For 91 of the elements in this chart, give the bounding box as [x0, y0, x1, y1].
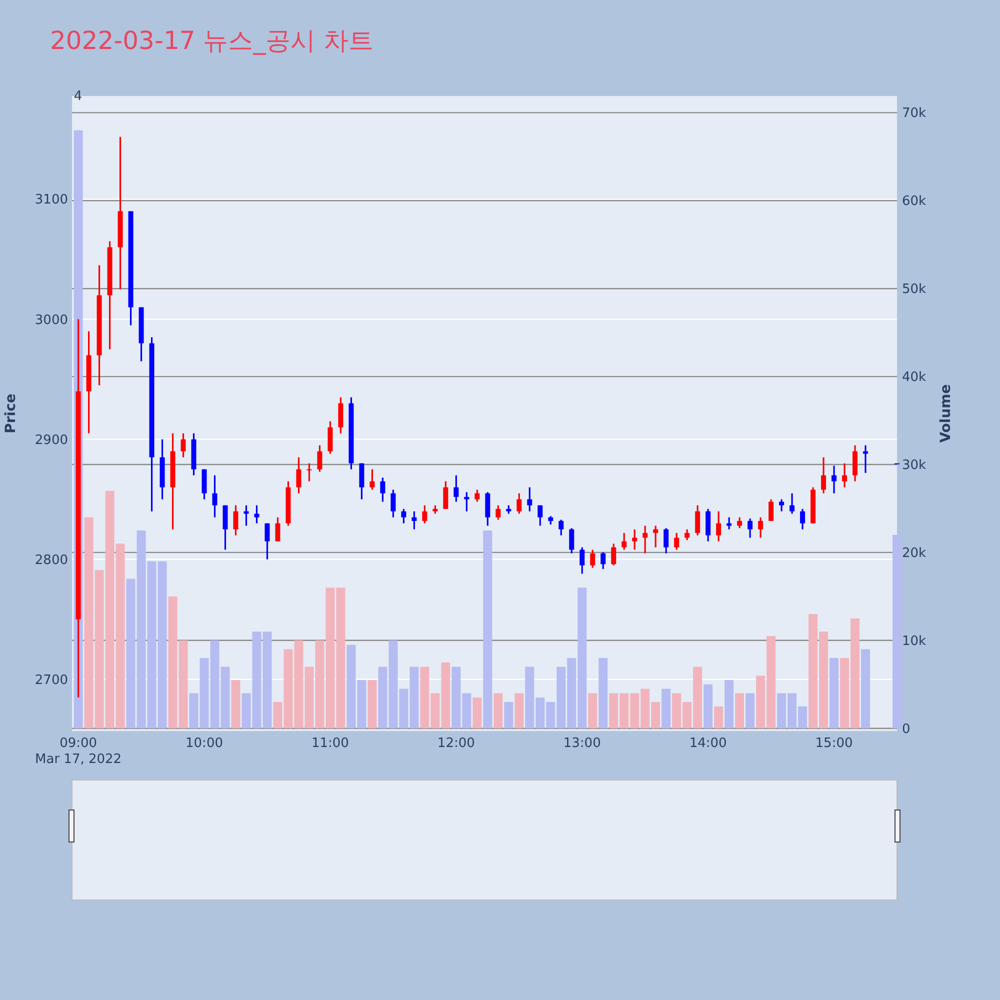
candlestick: [737, 516, 742, 529]
candlestick: [275, 516, 280, 542]
bar: [504, 702, 514, 728]
bar: [483, 530, 492, 728]
bar: [830, 658, 839, 728]
candlestick: [538, 504, 543, 527]
candlestick: [296, 456, 302, 494]
candlestick: [842, 462, 848, 488]
bar: [714, 706, 724, 728]
candlestick: [317, 444, 322, 473]
annotation: 4: [74, 89, 82, 104]
y-tick-label: 2700: [34, 672, 68, 688]
bar: [662, 688, 671, 728]
bar: [735, 693, 744, 728]
candlestick: [642, 524, 648, 554]
candlestick: [748, 518, 753, 539]
bar: [704, 684, 713, 728]
candlestick: [422, 504, 428, 524]
candlestick: [496, 504, 501, 521]
x-tick-label: 12:00: [437, 736, 475, 751]
candlestick: [180, 432, 186, 458]
candlestick: [233, 504, 238, 536]
candlestick: [264, 522, 270, 560]
candlestick: [590, 548, 596, 569]
x-tick-label: 13:00: [563, 736, 601, 751]
candlestick: [412, 510, 417, 530]
bar: [368, 680, 377, 728]
candlestick: [380, 476, 386, 503]
chart-title: 2022-03-17 뉴스_공시 차트: [50, 26, 374, 55]
candlestick: [695, 504, 700, 536]
y2-tick-label: 50k: [902, 282, 927, 298]
bar: [892, 534, 902, 728]
y2-tick-label: 30k: [902, 458, 927, 474]
bar: [861, 649, 870, 728]
bar: [724, 680, 734, 728]
x-tick-label: 15:00: [815, 736, 853, 751]
candlestick: [821, 456, 826, 494]
candlestick: [779, 498, 784, 512]
y2-tick-label: 70k: [902, 106, 927, 122]
bar: [472, 698, 482, 728]
candlestick: [527, 486, 532, 512]
y2-tick-label: 60k: [902, 194, 927, 210]
x-tick-label: 14:00: [689, 736, 727, 751]
candlestick: [600, 551, 606, 570]
y-tick-label: 2800: [34, 552, 68, 568]
text: Mar 17, 2022: [35, 752, 122, 767]
candlestick: [306, 462, 312, 482]
candlestick: [716, 510, 722, 542]
candlestick: [768, 498, 774, 522]
candlestick: [558, 518, 564, 536]
candlestick: [758, 516, 764, 539]
candlestick: [443, 480, 448, 510]
bar: [588, 693, 598, 728]
candlestick: [569, 527, 574, 554]
candlestick: [212, 474, 218, 518]
candlestick: [254, 504, 260, 524]
y-axis-title: Price: [3, 394, 19, 434]
y2-axis-title: Volume: [938, 384, 954, 443]
candlestick: [653, 524, 658, 548]
x-tick-label: 10:00: [186, 736, 223, 751]
candlestick: [684, 528, 690, 541]
candlestick: [832, 464, 837, 494]
y2-tick-label: 40k: [902, 370, 927, 386]
candlestick: [800, 508, 806, 530]
bar: [598, 658, 608, 728]
y2-tick-label: 0: [902, 722, 910, 737]
candlestick: [632, 528, 638, 551]
candlestick: [401, 508, 406, 524]
bar: [746, 693, 755, 728]
candlestick: [454, 474, 459, 503]
candlestick: [790, 492, 795, 515]
candlestick: [674, 532, 680, 551]
x-tick-label: 11:00: [311, 736, 349, 751]
y-tick-label: 3000: [34, 312, 68, 328]
candlestick: [580, 546, 585, 575]
candlestick: [622, 532, 627, 551]
y2-tick-label: 20k: [902, 546, 927, 561]
y-tick-label: 3100: [34, 192, 68, 208]
candlestick: [464, 491, 470, 512]
candlestick: [611, 542, 616, 566]
candlestick: [474, 488, 480, 503]
candlestick: [516, 492, 522, 515]
x-tick-label: 09:00: [60, 736, 98, 751]
bar: [494, 693, 503, 728]
candlestick: [390, 488, 396, 518]
bar: [514, 693, 524, 728]
candlestick: [370, 468, 375, 491]
bar: [231, 680, 240, 728]
candlestick: [664, 527, 669, 554]
y2-tick-label: 10k: [902, 634, 927, 649]
y-tick-label: 2900: [34, 432, 68, 448]
